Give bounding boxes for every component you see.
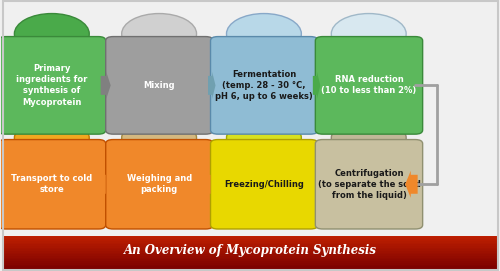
Text: Mixing: Mixing	[144, 81, 175, 90]
Circle shape	[332, 118, 406, 159]
FancyBboxPatch shape	[4, 251, 498, 253]
FancyBboxPatch shape	[4, 243, 498, 244]
Circle shape	[226, 118, 302, 159]
FancyBboxPatch shape	[210, 37, 318, 134]
FancyBboxPatch shape	[106, 37, 213, 134]
FancyArrow shape	[100, 72, 110, 99]
Circle shape	[122, 118, 196, 159]
FancyArrow shape	[405, 171, 417, 198]
FancyBboxPatch shape	[4, 249, 498, 251]
Text: Centrifugation
(to separate the solid
from the liquid): Centrifugation (to separate the solid fr…	[318, 169, 420, 200]
FancyBboxPatch shape	[4, 244, 498, 246]
FancyBboxPatch shape	[4, 246, 498, 248]
FancyBboxPatch shape	[0, 37, 106, 134]
FancyBboxPatch shape	[4, 237, 498, 239]
FancyBboxPatch shape	[4, 258, 498, 260]
FancyBboxPatch shape	[4, 263, 498, 264]
FancyArrow shape	[208, 72, 216, 99]
Text: Fermentation
(temp. 28 - 30 °C,
pH 6, up to 6 weeks): Fermentation (temp. 28 - 30 °C, pH 6, up…	[216, 70, 313, 101]
Circle shape	[332, 14, 406, 54]
FancyArrow shape	[203, 171, 210, 198]
FancyBboxPatch shape	[4, 236, 498, 237]
FancyBboxPatch shape	[316, 140, 422, 229]
FancyBboxPatch shape	[4, 268, 498, 270]
FancyBboxPatch shape	[4, 239, 498, 241]
Text: RNA reduction
(10 to less than 2%): RNA reduction (10 to less than 2%)	[322, 75, 416, 95]
FancyBboxPatch shape	[4, 266, 498, 268]
FancyBboxPatch shape	[4, 254, 498, 256]
FancyBboxPatch shape	[4, 256, 498, 258]
FancyBboxPatch shape	[4, 264, 498, 266]
Circle shape	[14, 14, 89, 54]
FancyBboxPatch shape	[4, 261, 498, 263]
FancyBboxPatch shape	[4, 241, 498, 243]
FancyArrow shape	[98, 171, 106, 198]
Text: Transport to cold
store: Transport to cold store	[12, 174, 92, 194]
FancyBboxPatch shape	[210, 140, 318, 229]
FancyBboxPatch shape	[106, 140, 213, 229]
Circle shape	[14, 118, 89, 159]
Text: Freezing/Chilling: Freezing/Chilling	[224, 180, 304, 189]
FancyBboxPatch shape	[4, 260, 498, 261]
FancyBboxPatch shape	[4, 248, 498, 249]
Text: An Overview of Mycoprotein Synthesis: An Overview of Mycoprotein Synthesis	[124, 244, 377, 257]
Text: Primary
ingredients for
synthesis of
Mycoprotein: Primary ingredients for synthesis of Myc…	[16, 64, 88, 107]
Circle shape	[122, 14, 196, 54]
Text: Weighing and
packing: Weighing and packing	[126, 174, 192, 194]
FancyArrow shape	[313, 72, 320, 99]
FancyBboxPatch shape	[0, 140, 106, 229]
Circle shape	[226, 14, 302, 54]
FancyBboxPatch shape	[4, 253, 498, 254]
FancyBboxPatch shape	[316, 37, 422, 134]
